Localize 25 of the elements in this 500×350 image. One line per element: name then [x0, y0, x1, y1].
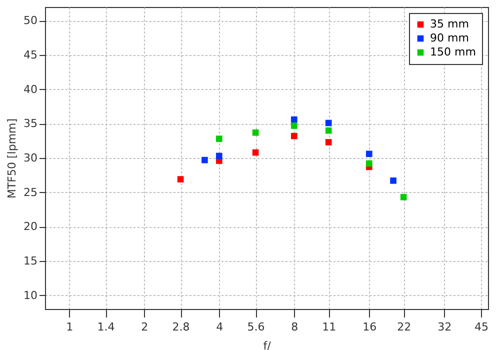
- x-tick-label: 32: [438, 320, 452, 334]
- x-tick-label: 4: [216, 320, 224, 334]
- y-tick-label: 40: [24, 82, 38, 96]
- x-tick-label: 2.8: [172, 320, 190, 334]
- y-tick-label: 35: [24, 117, 38, 130]
- legend-label: 35 mm: [430, 18, 469, 30]
- x-tick-label: 45: [474, 320, 489, 334]
- legend-label: 90 mm: [430, 32, 469, 44]
- x-tick-label: 22: [397, 320, 412, 334]
- x-tick-label: 2: [141, 320, 148, 334]
- y-axis-title: MTF50 [lpmm]: [6, 118, 19, 199]
- y-tick-label: 15: [24, 254, 38, 268]
- y-tick-label: 20: [24, 220, 38, 234]
- y-tick-label: 30: [24, 152, 38, 164]
- x-tick-label: 8: [291, 320, 298, 334]
- x-tick-label: 5.6: [247, 320, 265, 334]
- y-tick-label: 25: [24, 186, 38, 199]
- y-tick-label: 45: [24, 48, 38, 62]
- y-tick-label: 10: [24, 288, 38, 302]
- legend-label: 150 mm: [430, 46, 476, 58]
- y-tick-label: 50: [24, 14, 38, 28]
- x-tick-label: 1.4: [97, 320, 115, 334]
- x-tick-label: 11: [322, 320, 336, 334]
- x-tick-label: 16: [362, 320, 377, 334]
- x-tick-label: 1: [66, 320, 74, 334]
